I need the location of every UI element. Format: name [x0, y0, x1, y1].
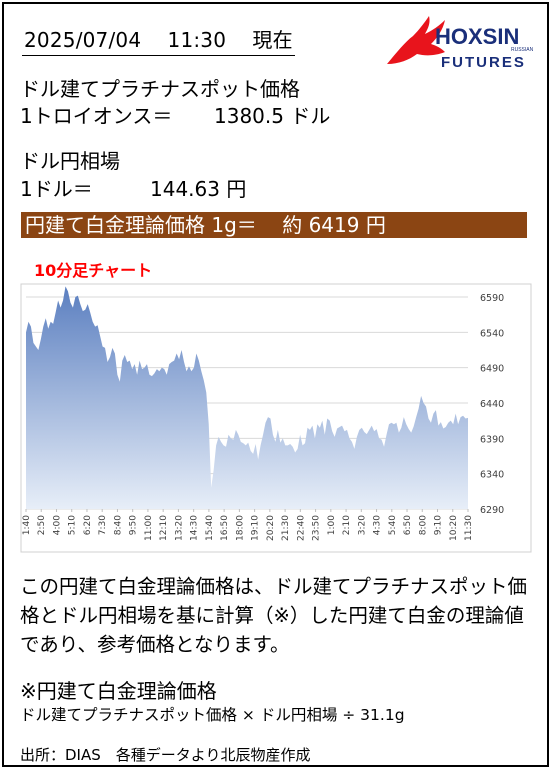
- x-tick-label: 3:20: [357, 515, 367, 535]
- x-tick-label: 2:10: [342, 515, 352, 535]
- y-tick-label: 6290: [480, 505, 504, 516]
- x-tick-label: 2:50: [37, 515, 47, 535]
- y-tick-label: 6540: [480, 328, 504, 339]
- fx-unit: 円: [226, 177, 247, 201]
- y-tick-label: 6490: [480, 364, 504, 375]
- formula-text: ドル建てプラチナスポット価格 × ドル円相場 ÷ 31.1g: [20, 706, 405, 724]
- x-tick-label: 7:30: [98, 515, 108, 535]
- theoretical-approx: 約: [282, 213, 303, 237]
- x-tick-label: 19:10: [251, 515, 261, 541]
- logo-brand: HOXSIN: [435, 24, 519, 49]
- x-tick-label: 9:50: [129, 515, 139, 535]
- y-tick-label: 6340: [480, 470, 504, 481]
- time-text: 11:30: [167, 28, 227, 52]
- x-tick-label: 22:40: [296, 515, 306, 541]
- logo-swoosh-icon: [387, 16, 445, 64]
- x-tick-label: 6:50: [403, 515, 413, 535]
- y-tick-label: 6390: [480, 434, 504, 445]
- x-tick-label: 14:30: [190, 515, 200, 541]
- source-text: 出所：DIAS 各種データより北辰物産作成: [20, 746, 311, 764]
- card-frame: [2, 2, 549, 767]
- x-tick-label: 5:40: [388, 515, 398, 535]
- x-tick-label: 1:00: [327, 515, 337, 535]
- platinum-title: ドル建てプラチナスポット価格: [20, 77, 300, 101]
- x-tick-label: 20:20: [266, 515, 276, 541]
- price-area-series: [26, 286, 468, 509]
- fx-rate: 144.63 円: [150, 173, 246, 202]
- theoretical-per: 1g＝: [211, 213, 257, 237]
- date-text: 2025/07/04: [24, 28, 142, 52]
- x-tick-label: 1:40: [22, 515, 32, 535]
- platinum-value: 1380.5: [214, 104, 284, 128]
- theoretical-price-band: 円建て白金理論価格 1g＝ 約 6419 円: [21, 212, 527, 238]
- fx-unit-label: 1ドル＝: [20, 177, 93, 201]
- x-tick-label: 5:10: [68, 515, 78, 535]
- platinum-unit: ドル: [290, 104, 331, 128]
- x-tick-label: 16:50: [220, 515, 230, 541]
- platinum-unit-label: 1トロイオンス＝: [20, 104, 173, 128]
- x-tick-label: 6:20: [83, 515, 93, 535]
- x-tick-label: 4:30: [373, 515, 383, 535]
- x-tick-label: 18:00: [235, 515, 245, 541]
- x-tick-label: 15:40: [205, 515, 215, 541]
- x-tick-label: 12:10: [159, 515, 169, 541]
- platinum-price: 1380.5 ドル: [214, 100, 330, 129]
- x-tick-label: 11:30: [464, 515, 474, 541]
- price-chart: 6590 6540 6490 6440 6390 6340 6290 1:40 2:50 4:0…: [20, 283, 532, 553]
- x-tick-label: 10:20: [449, 515, 459, 541]
- x-tick-label: 4:00: [52, 515, 62, 535]
- y-tick-label: 6590: [480, 293, 504, 304]
- x-tick-label: 9:10: [434, 515, 444, 535]
- x-tick-label: 11:00: [144, 515, 154, 541]
- description-text: この円建て白金理論価格は、ドル建てプラチナスポット価格とドル円相場を基に計算（※…: [20, 575, 528, 656]
- theoretical-unit: 円: [365, 213, 386, 237]
- date-line: 2025/07/04 11:30 現在: [22, 24, 295, 56]
- hoxsin-logo: HOXSIN RUSSIAN FUTURES: [387, 16, 534, 71]
- x-tick-label: 8:00: [418, 515, 428, 535]
- logo-sub: FUTURES: [441, 54, 526, 71]
- x-tick-label: 21:30: [281, 515, 291, 541]
- fx-title: ドル円相場: [20, 149, 120, 173]
- fx-value: 144.63: [150, 177, 220, 201]
- logo-tag: RUSSIAN: [511, 47, 534, 53]
- x-tick-label: 8:40: [113, 515, 123, 535]
- x-tick-label: 13:20: [174, 515, 184, 541]
- y-tick-label: 6440: [480, 399, 504, 410]
- formula-title: ※円建て白金理論価格: [20, 679, 217, 703]
- x-tick-label: 23:50: [312, 515, 322, 541]
- chart-title: 10分足チャート: [34, 261, 153, 280]
- theoretical-value: 6419: [308, 213, 360, 237]
- theoretical-label: 円建て白金理論価格: [25, 213, 205, 237]
- status-text: 現在: [252, 28, 293, 52]
